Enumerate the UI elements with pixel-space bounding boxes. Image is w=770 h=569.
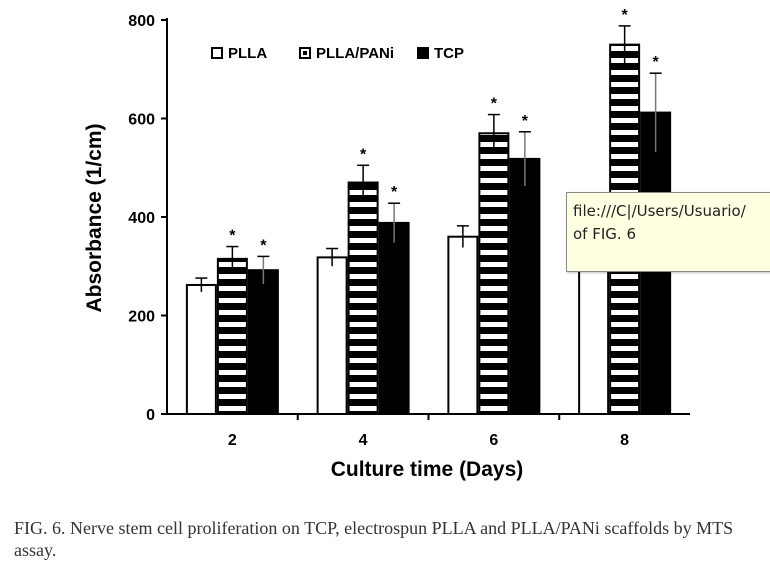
bar-plla-pani-day2 — [216, 257, 248, 415]
significance-star: * — [622, 7, 629, 24]
y-tick-label: 600 — [128, 112, 155, 129]
bar-plla-day2 — [185, 283, 217, 415]
significance-star: * — [260, 237, 267, 254]
tooltip-line-1: file:///C|/Users/Usuario/ — [573, 202, 746, 220]
file-path-tooltip: file:///C|/Users/Usuario/ of FIG. 6 — [566, 192, 770, 272]
figure-caption: FIG. 6. Nerve stem cell proliferation on… — [14, 518, 734, 560]
bar-plla-pani-day6 — [478, 132, 510, 415]
x-axis-label: Culture time (Days) — [331, 458, 524, 481]
y-tick-label: 0 — [146, 407, 155, 424]
significance-star: * — [522, 113, 529, 130]
significance-star: * — [653, 54, 660, 71]
significance-star: * — [360, 146, 367, 163]
bar-tcp-day4 — [378, 221, 410, 415]
x-tick-label: 8 — [620, 432, 629, 449]
bar-tcp-day6 — [509, 157, 541, 415]
y-tick-label: 400 — [128, 210, 155, 227]
bar-tcp-day2 — [247, 269, 279, 415]
y-tick-label: 200 — [128, 309, 155, 326]
tooltip-line-2: of FIG. 6 — [573, 225, 636, 243]
legend-swatch-dot — [303, 51, 307, 55]
x-tick-label: 4 — [359, 432, 368, 449]
significance-star: * — [229, 228, 236, 245]
legend-swatch — [417, 47, 429, 59]
bar-plla-pani-day4 — [347, 181, 379, 415]
significance-star: * — [491, 96, 498, 113]
bar-plla-day6 — [447, 235, 479, 415]
bar-plla-day4 — [316, 256, 348, 416]
legend-label: PLLA/PANi — [316, 45, 394, 62]
legend-label: PLLA — [228, 45, 267, 62]
legend-swatch — [211, 47, 223, 59]
significance-star: * — [391, 184, 398, 201]
x-tick-label: 2 — [228, 432, 237, 449]
y-tick-label: 800 — [128, 13, 155, 30]
y-axis-label: Absorbance (1/cm) — [83, 123, 106, 312]
legend-label: TCP — [434, 45, 464, 62]
x-tick-label: 6 — [489, 432, 498, 449]
